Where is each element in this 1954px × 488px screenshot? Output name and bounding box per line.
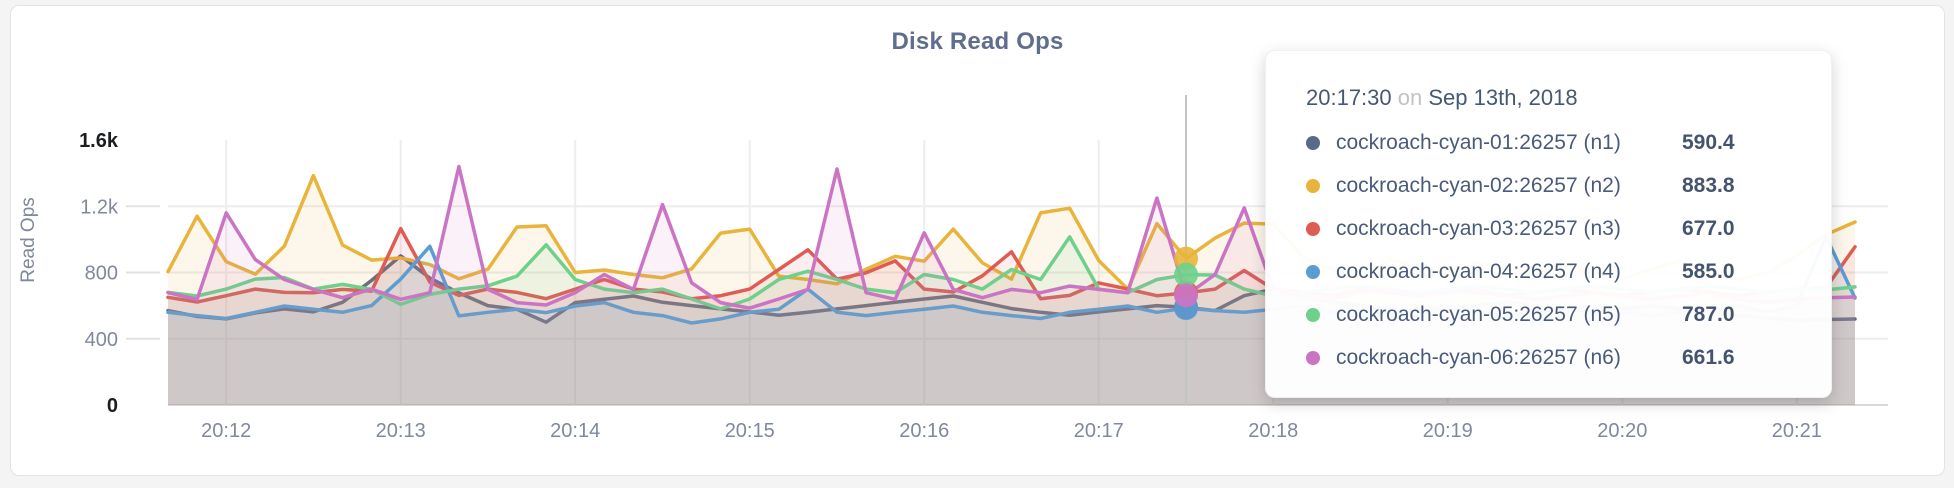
series-color-dot-icon bbox=[1306, 264, 1320, 279]
tooltip-series-value: 590.4 bbox=[1682, 130, 1735, 154]
x-tick-label: 20:13 bbox=[376, 420, 426, 442]
tooltip-series-label: cockroach-cyan-04:26257 (n4) bbox=[1336, 259, 1621, 283]
tooltip-series-value: 883.8 bbox=[1682, 173, 1735, 197]
series-color-dot-icon bbox=[1306, 178, 1320, 193]
x-tick-label: 20:18 bbox=[1248, 420, 1298, 442]
y-tick-label: 1.2k bbox=[80, 196, 119, 218]
tooltip-series-value: 677.0 bbox=[1682, 216, 1735, 240]
series-color-dot-icon bbox=[1306, 221, 1320, 236]
tooltip-series-row: cockroach-cyan-03:26257 (n3) 677.0 bbox=[1306, 207, 1797, 250]
tooltip-series-label: cockroach-cyan-06:26257 (n6) bbox=[1336, 345, 1621, 369]
x-tick-label: 20:17 bbox=[1074, 420, 1124, 442]
x-tick-label: 20:21 bbox=[1772, 420, 1822, 442]
x-tick-label: 20:12 bbox=[201, 420, 251, 442]
tooltip-date: Sep 13th, 2018 bbox=[1428, 85, 1578, 110]
tooltip-series-label: cockroach-cyan-05:26257 (n5) bbox=[1336, 302, 1621, 326]
hover-dot bbox=[1174, 262, 1199, 287]
y-axis-title: Read Ops bbox=[18, 197, 39, 283]
x-tick-label: 20:16 bbox=[899, 420, 949, 442]
tooltip-time: 20:17:30 bbox=[1306, 85, 1392, 110]
tooltip-series-row: cockroach-cyan-02:26257 (n2) 883.8 bbox=[1306, 164, 1797, 207]
tooltip-timestamp: 20:17:30 on Sep 13th, 2018 bbox=[1306, 85, 1797, 111]
y-tick-label: 400 bbox=[85, 329, 118, 351]
x-tick-label: 20:14 bbox=[550, 420, 600, 442]
tooltip-series-value: 661.6 bbox=[1682, 345, 1735, 369]
y-tick-label: 800 bbox=[85, 263, 118, 285]
y-tick-label: 1.6k bbox=[79, 130, 119, 152]
tooltip-series-row: cockroach-cyan-01:26257 (n1) 590.4 bbox=[1306, 121, 1797, 164]
x-tick-label: 20:15 bbox=[725, 420, 775, 442]
tooltip-series-value: 585.0 bbox=[1682, 259, 1735, 283]
hover-dot bbox=[1174, 283, 1199, 308]
tooltip-series-row: cockroach-cyan-04:26257 (n4) 585.0 bbox=[1306, 250, 1797, 293]
tooltip-series-value: 787.0 bbox=[1682, 302, 1735, 326]
tooltip-connector: on bbox=[1397, 85, 1423, 110]
tooltip-series-label: cockroach-cyan-01:26257 (n1) bbox=[1336, 130, 1621, 154]
series-color-dot-icon bbox=[1306, 350, 1320, 365]
tooltip-series-label: cockroach-cyan-03:26257 (n3) bbox=[1336, 216, 1621, 240]
chart-tooltip: 20:17:30 on Sep 13th, 2018 cockroach-cya… bbox=[1265, 50, 1832, 398]
y-tick-label: 0 bbox=[107, 395, 118, 417]
chart-title: Disk Read Ops bbox=[891, 28, 1064, 55]
tooltip-series-row: cockroach-cyan-06:26257 (n6) 661.6 bbox=[1306, 336, 1797, 379]
series-color-dot-icon bbox=[1306, 307, 1320, 322]
series-color-dot-icon bbox=[1306, 135, 1320, 150]
x-tick-label: 20:19 bbox=[1423, 420, 1473, 442]
tooltip-series-label: cockroach-cyan-02:26257 (n2) bbox=[1336, 173, 1621, 197]
tooltip-series-list: cockroach-cyan-01:26257 (n1) 590.4 cockroa… bbox=[1306, 121, 1797, 379]
x-tick-label: 20:20 bbox=[1597, 420, 1647, 442]
tooltip-series-row: cockroach-cyan-05:26257 (n5) 787.0 bbox=[1306, 293, 1797, 336]
